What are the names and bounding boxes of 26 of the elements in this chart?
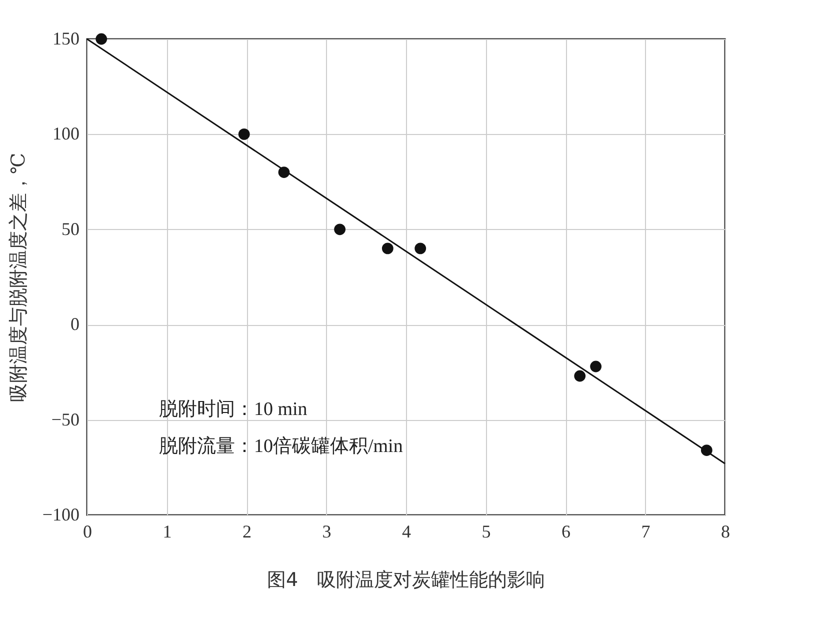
y-tick-label: −100	[42, 504, 80, 524]
x-tick-label: 0	[83, 522, 92, 542]
annotation: 脱附时间：10 min	[159, 399, 308, 420]
y-tick-label: 50	[62, 218, 80, 239]
point	[238, 128, 250, 140]
y-tick-label: 0	[70, 314, 80, 334]
x-tick-label: 7	[641, 522, 650, 542]
x-tick-label: 3	[322, 522, 332, 542]
x-tick-label: 6	[562, 522, 570, 542]
point	[382, 242, 394, 254]
x-tick-label: 2	[242, 522, 252, 542]
point	[590, 360, 602, 372]
y-tick-label: −50	[51, 409, 80, 430]
point	[414, 242, 426, 254]
text: 图4 吸附温度对炭罐性能的影响	[266, 569, 546, 591]
x-tick-label: 1	[162, 522, 172, 542]
point	[574, 370, 586, 382]
y-tick-label: 100	[52, 124, 80, 144]
point	[334, 224, 346, 236]
annotation: 脱附流量：10倍碳罐体积/min	[159, 435, 404, 457]
x-tick-label: 4	[402, 522, 411, 542]
x-tick-label: 8	[721, 522, 730, 542]
x-tick-label: 5	[482, 522, 491, 542]
point	[96, 33, 108, 45]
y-axis-title: 吸附温度与脱附温度之差，℃	[7, 152, 30, 402]
y-tick-label: 150	[52, 28, 80, 48]
